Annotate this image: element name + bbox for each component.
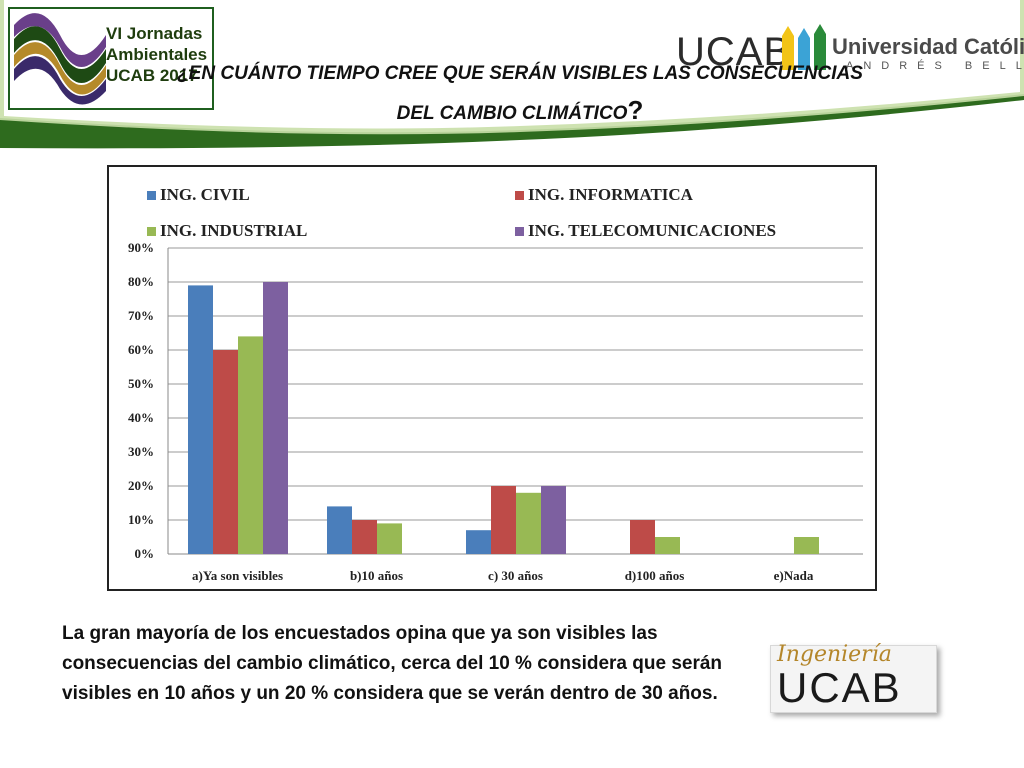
ingenieria-script: Ingeniería bbox=[777, 642, 892, 667]
ingenieria-ucab-logo: Ingeniería UCAB bbox=[770, 642, 937, 713]
chart-frame: ING. CIVIL ING. INFORMATICA ING. INDUSTRIA… bbox=[107, 165, 877, 591]
title-question-mark: ? bbox=[627, 95, 644, 125]
y-tick-label: 50% bbox=[128, 376, 154, 391]
event-logo-line: Ambientales bbox=[106, 45, 208, 64]
y-tick-label: 90% bbox=[128, 240, 154, 255]
page-title: ¿EN CUÁNTO TIEMPO CREE QUE SERÁN VISIBLE… bbox=[140, 56, 900, 132]
legend-swatch bbox=[147, 227, 156, 236]
legend-swatch bbox=[515, 227, 524, 236]
ucab-logo-word: UCAB bbox=[676, 30, 792, 74]
bar bbox=[630, 520, 655, 554]
caption-text: La gran mayoría de los encuestados opina… bbox=[62, 623, 723, 704]
event-logo-line: UCAB 2017 bbox=[106, 66, 198, 85]
bar-chart: 0% 10% 20% 30% 40% 50% 60% 70% 80% 90% a)Ya son vi… bbox=[128, 240, 863, 583]
bar bbox=[541, 486, 566, 554]
y-tick-label: 70% bbox=[128, 308, 154, 323]
bar bbox=[655, 537, 680, 554]
y-tick-label: 10% bbox=[128, 512, 154, 527]
legend-swatch bbox=[515, 191, 524, 200]
ucab-towers-icon bbox=[782, 24, 826, 70]
ucab-logo-subname: ANDRÉS BELLO bbox=[846, 60, 1024, 72]
event-logo-line: VI Jornadas bbox=[106, 24, 203, 43]
header-swoosh bbox=[0, 0, 1024, 149]
ucab-logo: UCAB Universidad Católica ANDRÉS BELLO bbox=[676, 24, 1024, 74]
x-tick-label: a)Ya son visibles bbox=[192, 568, 283, 583]
y-tick-label: 20% bbox=[128, 478, 154, 493]
legend-label: ING. INFORMATICA bbox=[528, 185, 693, 204]
legend-label: ING. INDUSTRIAL bbox=[160, 221, 308, 240]
title-line-2: DEL CAMBIO CLIMÁTICO bbox=[396, 103, 628, 124]
title-line-1: ¿EN CUÁNTO TIEMPO CREE QUE SERÁN VISIBLE… bbox=[177, 63, 863, 84]
y-tick-label: 30% bbox=[128, 444, 154, 459]
bar bbox=[516, 492, 541, 554]
bar bbox=[213, 350, 238, 554]
event-logo: VI Jornadas Ambientales UCAB 2017 bbox=[8, 7, 214, 110]
bar bbox=[794, 537, 819, 554]
bar bbox=[238, 336, 263, 554]
x-tick-label: e)Nada bbox=[774, 568, 814, 583]
x-tick-label: b)10 años bbox=[350, 568, 403, 583]
ingenieria-ucab-word: UCAB bbox=[777, 664, 902, 711]
bar bbox=[352, 520, 377, 554]
x-tick-label: c) 30 años bbox=[488, 568, 543, 583]
y-tick-label: 80% bbox=[128, 274, 154, 289]
bar bbox=[327, 506, 352, 554]
y-tick-label: 60% bbox=[128, 342, 154, 357]
bar bbox=[491, 486, 516, 554]
legend-label: ING. CIVIL bbox=[160, 185, 250, 204]
bar bbox=[466, 530, 491, 554]
legend-swatch bbox=[147, 191, 156, 200]
legend-label: ING. TELECOMUNICACIONES bbox=[528, 221, 777, 240]
bar bbox=[377, 523, 402, 554]
y-tick-label: 0% bbox=[135, 546, 155, 561]
x-tick-label: d)100 años bbox=[625, 568, 685, 583]
bar bbox=[188, 285, 213, 554]
ribbon-graphic bbox=[14, 13, 106, 105]
ucab-logo-name: Universidad Católica bbox=[832, 34, 1024, 59]
header-band bbox=[0, 0, 1024, 150]
y-tick-label: 40% bbox=[128, 410, 154, 425]
bar bbox=[263, 282, 288, 554]
